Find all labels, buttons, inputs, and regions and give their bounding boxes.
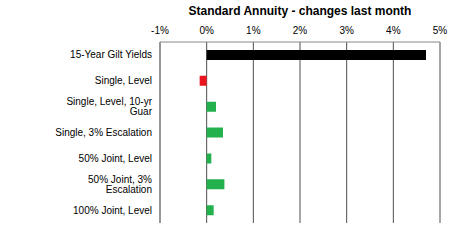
- svg-text:0%: 0%: [199, 25, 214, 36]
- svg-text:Single, Level: Single, Level: [95, 75, 152, 86]
- svg-text:50% Joint, Level: 50% Joint, Level: [79, 153, 152, 164]
- svg-text:Single, Level, 10-yrGuar: Single, Level, 10-yrGuar: [66, 96, 152, 117]
- svg-text:3%: 3%: [339, 25, 354, 36]
- svg-text:50% Joint, 3%Escalation: 50% Joint, 3%Escalation: [88, 174, 152, 195]
- svg-text:100% Joint, Level: 100% Joint, Level: [73, 205, 152, 216]
- html-text:Standard Annuity - changes las: Standard Annuity - changes last month: [188, 4, 412, 18]
- svg-text:1%: 1%: [246, 25, 261, 36]
- svg-text:2%: 2%: [293, 25, 308, 36]
- svg-text:Single, 3% Escalation: Single, 3% Escalation: [55, 127, 152, 138]
- svg-text:-1%: -1%: [151, 25, 169, 36]
- svg-text:5%: 5%: [433, 25, 442, 36]
- svg-text:15-Year Gilt Yields: 15-Year Gilt Yields: [70, 49, 152, 60]
- svg-text:4%: 4%: [386, 25, 401, 36]
